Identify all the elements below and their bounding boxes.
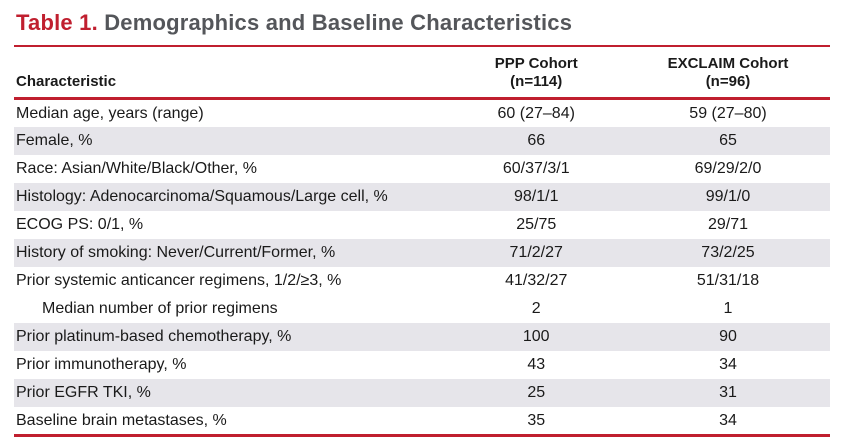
- characteristic-cell: Baseline brain metastases, %: [14, 406, 447, 437]
- ppp-cohort-n: (n=114): [510, 73, 563, 91]
- exclaim-value-cell: 99/1/0: [705, 188, 751, 206]
- title-prefix: Table 1.: [16, 10, 98, 35]
- characteristic-cell: Prior EGFR TKI, %: [16, 384, 151, 402]
- characteristic-cell: Prior immunotherapy, %: [16, 356, 187, 374]
- exclaim-value-cell: 1: [723, 300, 733, 318]
- exclaim-value-cell: 31: [719, 384, 737, 402]
- characteristic-cell: Histology: Adenocarcinoma/Squamous/Large…: [16, 188, 388, 206]
- characteristic-cell: Prior platinum-based chemotherapy, %: [16, 328, 292, 346]
- col-header-ppp-cohort: PPP Cohort (n=114): [446, 47, 626, 100]
- table-row: History of smoking: Never/Current/Former…: [14, 238, 830, 267]
- characteristic-cell: Median number of prior regimens: [42, 300, 278, 318]
- table-row: Female, % 66 65: [14, 126, 830, 155]
- col-header-characteristic-label: Characteristic: [16, 73, 117, 91]
- table-row: Race: Asian/White/Black/Other, % 60/37/3…: [14, 155, 830, 183]
- characteristic-cell: Race: Asian/White/Black/Other, %: [16, 160, 257, 178]
- exclaim-value-cell: 73/2/25: [701, 244, 755, 262]
- ppp-value-cell: 25/75: [516, 216, 557, 234]
- title-text: Demographics and Baseline Characteristic…: [104, 10, 573, 35]
- ppp-value-cell: 35: [446, 406, 626, 437]
- ppp-cohort-name: PPP Cohort: [494, 55, 578, 72]
- table-row: ECOG PS: 0/1, % 25/75 29/71: [14, 211, 830, 239]
- characteristic-cell: History of smoking: Never/Current/Former…: [16, 244, 336, 262]
- exclaim-value-cell: 51/31/18: [696, 272, 760, 290]
- ppp-value-cell: 25: [527, 384, 546, 402]
- ppp-value-cell: 60/37/3/1: [502, 160, 570, 178]
- characteristic-cell: Female, %: [16, 132, 93, 150]
- table-row: Prior EGFR TKI, % 25 31: [14, 378, 830, 407]
- table-row: Baseline brain metastases, % 35 34: [14, 406, 830, 437]
- exclaim-cohort-n: (n=96): [705, 73, 751, 91]
- ppp-value-cell: 98/1/1: [513, 188, 559, 206]
- ppp-value-cell: 100: [522, 328, 550, 346]
- exclaim-value-cell: 65: [719, 132, 737, 150]
- exclaim-value-cell: 90: [719, 328, 737, 346]
- table-row: Median number of prior regimens 2 1: [14, 295, 830, 323]
- ppp-value-cell: 71/2/27: [509, 244, 563, 262]
- exclaim-value-cell: 69/29/2/0: [694, 160, 762, 178]
- ppp-value-cell: 41/32/27: [505, 272, 568, 290]
- exclaim-value-cell: 59 (27–80): [689, 104, 767, 122]
- characteristic-cell: Prior systemic anticancer regimens, 1/2/…: [16, 272, 342, 290]
- table-row: Prior systemic anticancer regimens, 1/2/…: [14, 267, 830, 295]
- ppp-value-cell: 60 (27–84): [497, 104, 575, 122]
- table-row: Median age, years (range) 60 (27–84) 59 …: [14, 98, 830, 127]
- table-row: Histology: Adenocarcinoma/Squamous/Large…: [14, 182, 830, 211]
- table-title: Table 1. Demographics and Baseline Chara…: [14, 6, 830, 47]
- characteristic-cell: Median age, years (range): [16, 104, 204, 122]
- exclaim-value-cell: 34: [625, 406, 830, 437]
- header-row: Characteristic PPP Cohort (n=114) EXCLAI…: [14, 47, 830, 100]
- col-header-characteristic: Characteristic: [14, 47, 447, 100]
- ppp-value-cell: 66: [527, 132, 546, 150]
- characteristic-cell: ECOG PS: 0/1, %: [16, 216, 144, 234]
- exclaim-value-cell: 34: [719, 356, 737, 374]
- ppp-value-cell: 43: [527, 356, 546, 374]
- exclaim-cohort-name: EXCLAIM Cohort: [667, 55, 789, 72]
- exclaim-value-cell: 29/71: [707, 216, 749, 234]
- col-header-exclaim-cohort: EXCLAIM Cohort (n=96): [625, 47, 830, 100]
- table-row: Prior immunotherapy, % 43 34: [14, 351, 830, 379]
- table-row: Prior platinum-based chemotherapy, % 100…: [14, 322, 830, 351]
- demographics-table: Characteristic PPP Cohort (n=114) EXCLAI…: [14, 47, 830, 437]
- ppp-value-cell: 2: [531, 300, 541, 318]
